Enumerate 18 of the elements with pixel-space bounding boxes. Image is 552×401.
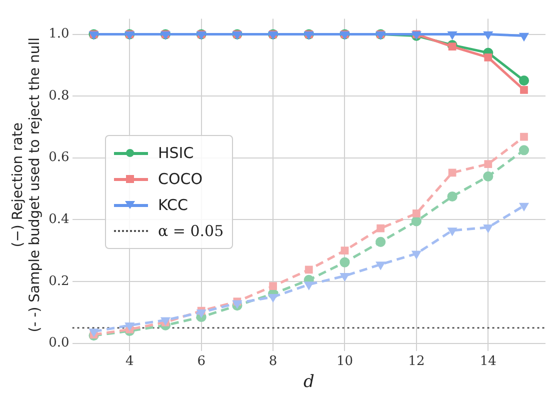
legend-label: COCO	[158, 170, 203, 188]
legend-label: α = 0.05	[158, 222, 224, 240]
y-axis-title: (−) Rejection rate (- -) Sample budget used to reject the null	[10, 38, 43, 332]
x-tick-label: 12	[408, 354, 425, 370]
legend-label: KCC	[158, 196, 188, 214]
y-tick-label: 0.6	[48, 150, 70, 166]
y-tick-label: 0.4	[48, 212, 70, 228]
x-tick-label: 8	[268, 354, 278, 370]
y-tick-label: 0.8	[48, 88, 70, 104]
x-axis-title: d	[303, 372, 314, 392]
x-tick-label: 14	[480, 354, 496, 370]
y-tick-label: 0.2	[48, 274, 70, 289]
x-tick-label: 6	[197, 354, 206, 370]
y-tick-label: 1.0	[48, 26, 70, 42]
x-tick-label: 10	[336, 354, 354, 370]
x-tick-label: 4	[125, 354, 134, 370]
y-tick-label: 0.0	[48, 336, 70, 351]
legend-label: HSIC	[158, 144, 194, 162]
